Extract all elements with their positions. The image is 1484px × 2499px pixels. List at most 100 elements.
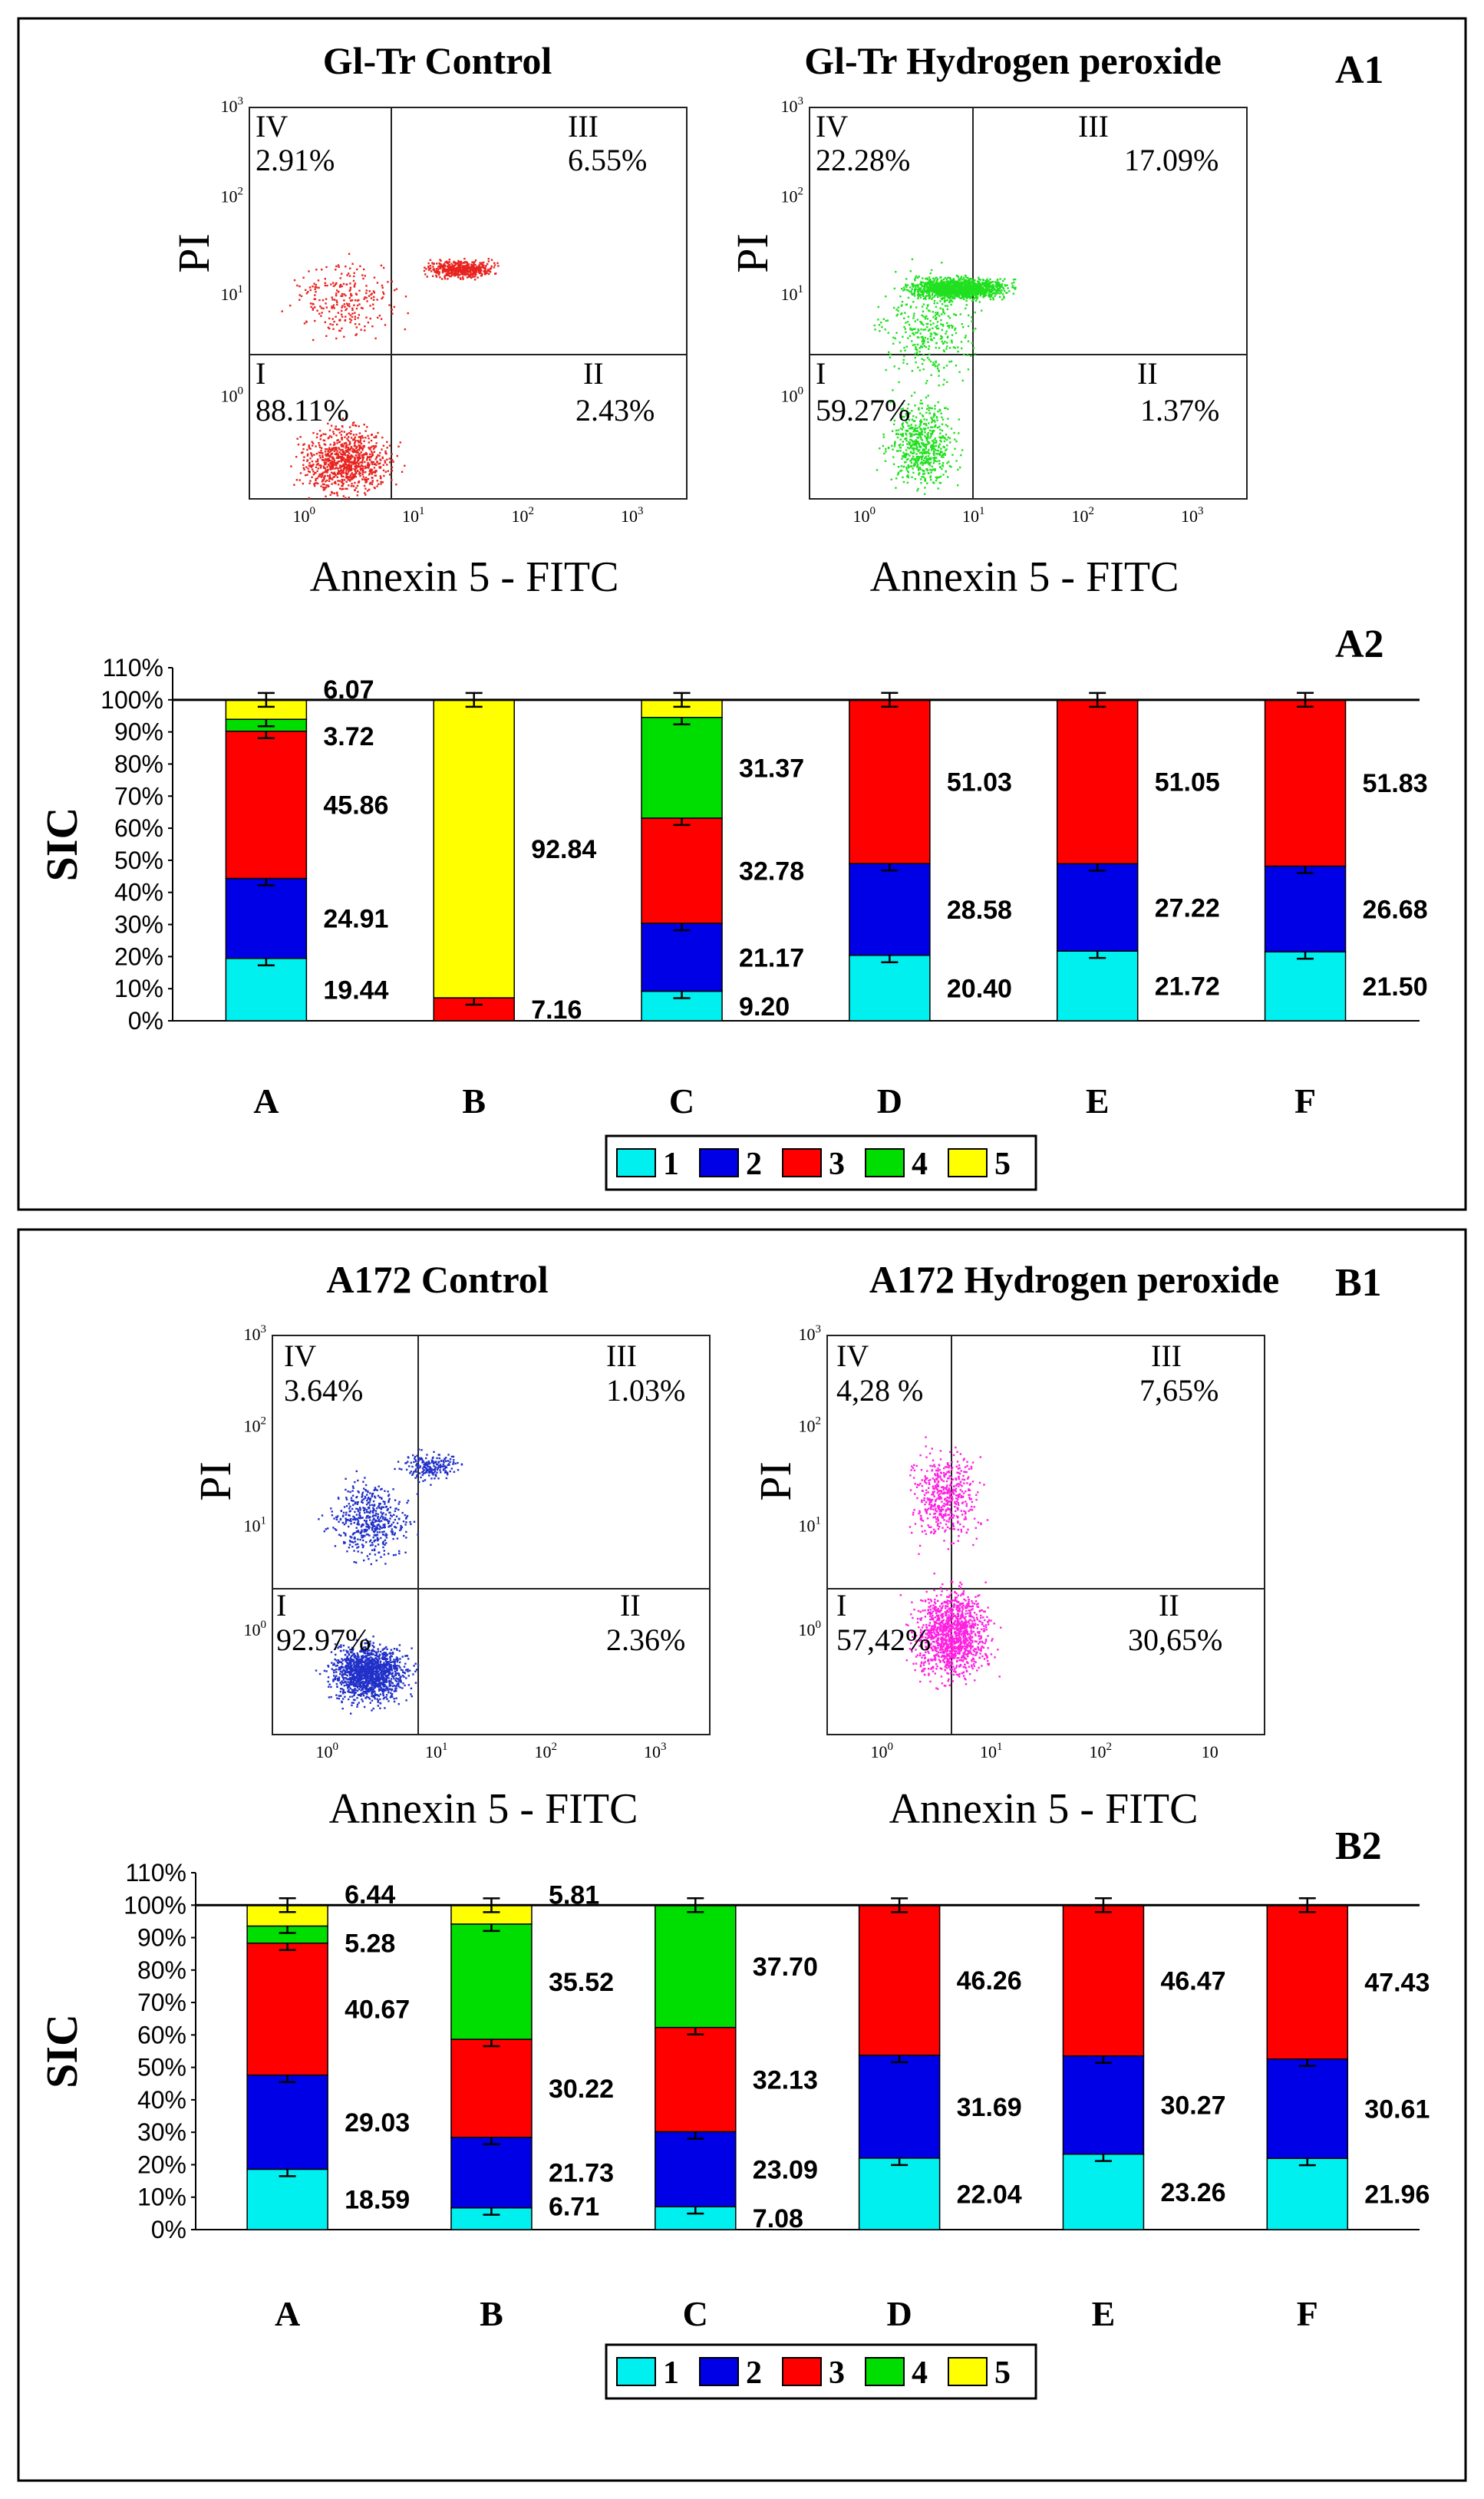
event-dot bbox=[968, 278, 970, 281]
event-dot bbox=[341, 464, 343, 467]
event-dot bbox=[929, 475, 932, 477]
event-dot bbox=[302, 464, 305, 466]
event-dot bbox=[892, 389, 894, 391]
event-dot bbox=[917, 328, 919, 331]
event-dot bbox=[928, 452, 931, 455]
event-dot bbox=[958, 284, 960, 286]
event-dot bbox=[338, 480, 341, 482]
event-dot bbox=[905, 303, 908, 306]
event-dot bbox=[324, 457, 327, 461]
event-dot bbox=[917, 459, 919, 462]
event-dot bbox=[316, 460, 319, 462]
event-dot bbox=[331, 478, 334, 480]
event-dot bbox=[909, 446, 912, 448]
event-dot bbox=[371, 1674, 373, 1676]
event-dot bbox=[336, 494, 339, 497]
event-dot bbox=[370, 470, 372, 473]
event-dot bbox=[332, 458, 335, 461]
event-dot bbox=[290, 465, 292, 467]
event-dot bbox=[1013, 287, 1015, 289]
event-dot bbox=[401, 1669, 404, 1672]
event-dot bbox=[353, 449, 355, 451]
event-dot bbox=[463, 271, 465, 273]
event-dot bbox=[305, 292, 308, 295]
event-dot bbox=[968, 282, 971, 285]
event-dot bbox=[391, 466, 394, 469]
event-dot bbox=[916, 464, 919, 466]
event-dot bbox=[998, 292, 1001, 295]
event-dot bbox=[385, 1694, 388, 1696]
event-dot bbox=[955, 365, 958, 367]
event-dot bbox=[957, 295, 960, 297]
event-dot bbox=[904, 349, 906, 352]
event-dot bbox=[380, 466, 382, 468]
event-dot bbox=[387, 1700, 390, 1702]
event-dot bbox=[917, 286, 919, 288]
event-dot bbox=[462, 267, 464, 269]
event-dot bbox=[915, 424, 917, 427]
event-dot bbox=[961, 292, 964, 295]
event-dot bbox=[963, 353, 965, 356]
event-dot bbox=[355, 1666, 357, 1669]
event-dot bbox=[957, 276, 960, 279]
event-dot bbox=[349, 1683, 351, 1685]
event-dot bbox=[358, 473, 361, 475]
event-dot bbox=[1004, 278, 1006, 280]
event-dot bbox=[328, 480, 331, 482]
event-dot bbox=[345, 458, 347, 461]
event-dot bbox=[933, 447, 935, 450]
event-dot bbox=[946, 282, 948, 286]
event-dot bbox=[336, 491, 338, 494]
event-dot bbox=[341, 449, 344, 451]
event-dot bbox=[376, 480, 378, 482]
event-dot bbox=[378, 1685, 381, 1688]
event-dot bbox=[910, 434, 912, 436]
event-dot bbox=[944, 287, 946, 290]
event-dot bbox=[373, 1670, 376, 1673]
event-dot bbox=[367, 467, 370, 469]
event-dot bbox=[971, 291, 974, 293]
event-dot bbox=[354, 444, 357, 447]
event-dot bbox=[935, 361, 937, 364]
event-dot bbox=[936, 291, 938, 293]
event-dot bbox=[462, 265, 464, 267]
event-dot bbox=[404, 328, 406, 331]
event-dot bbox=[478, 266, 480, 269]
event-dot bbox=[407, 1668, 409, 1671]
event-dot bbox=[389, 1688, 391, 1690]
event-dot bbox=[932, 296, 934, 299]
event-dot bbox=[374, 1651, 377, 1653]
event-dot bbox=[974, 292, 978, 294]
event-dot bbox=[934, 425, 936, 428]
event-dot bbox=[351, 461, 355, 464]
event-dot bbox=[396, 454, 398, 457]
event-dot bbox=[457, 264, 460, 267]
quadrant-i-value: 88.11% bbox=[256, 393, 349, 428]
event-dot bbox=[945, 286, 948, 289]
event-dot bbox=[338, 447, 340, 449]
event-dot bbox=[935, 325, 937, 328]
event-dot bbox=[336, 1664, 338, 1667]
event-dot bbox=[928, 407, 930, 409]
event-dot bbox=[383, 292, 385, 295]
event-dot bbox=[324, 284, 326, 287]
event-dot bbox=[915, 439, 917, 441]
event-dot bbox=[894, 441, 896, 443]
event-dot bbox=[358, 456, 361, 458]
event-dot bbox=[348, 460, 350, 463]
event-dot bbox=[358, 453, 361, 455]
event-dot bbox=[901, 415, 904, 418]
event-dot bbox=[477, 267, 480, 269]
event-dot bbox=[320, 449, 322, 452]
event-dot bbox=[960, 297, 962, 299]
event-dot bbox=[338, 1646, 341, 1648]
event-dot bbox=[435, 271, 437, 274]
event-dot bbox=[368, 1696, 370, 1699]
event-dot bbox=[369, 481, 371, 484]
event-dot bbox=[311, 461, 314, 463]
event-dot bbox=[980, 284, 982, 287]
event-dot bbox=[368, 1660, 371, 1662]
event-dot bbox=[884, 328, 886, 331]
event-dot bbox=[467, 263, 470, 266]
event-dot bbox=[341, 453, 344, 456]
